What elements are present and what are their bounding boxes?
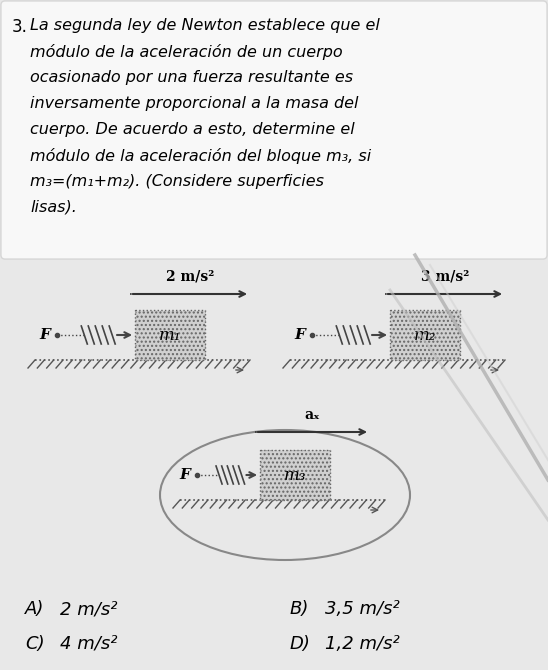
- Text: B): B): [290, 600, 310, 618]
- Text: m₃=(m₁+m₂). (Considere superficies: m₃=(m₁+m₂). (Considere superficies: [30, 174, 324, 189]
- Text: C): C): [25, 635, 44, 653]
- Text: La segunda ley de Newton establece que el: La segunda ley de Newton establece que e…: [30, 18, 380, 33]
- Text: F: F: [180, 468, 191, 482]
- Text: A): A): [25, 600, 44, 618]
- Text: 2 m/s²: 2 m/s²: [166, 270, 214, 284]
- Text: 3,5 m/s²: 3,5 m/s²: [325, 600, 399, 618]
- Text: m₃: m₃: [284, 466, 306, 484]
- Text: cuerpo. De acuerdo a esto, determine el: cuerpo. De acuerdo a esto, determine el: [30, 122, 355, 137]
- Text: 2 m/s²: 2 m/s²: [60, 600, 117, 618]
- Text: módulo de la aceleración de un cuerpo: módulo de la aceleración de un cuerpo: [30, 44, 342, 60]
- Text: m₂: m₂: [414, 326, 436, 344]
- Text: 1,2 m/s²: 1,2 m/s²: [325, 635, 399, 653]
- Bar: [390, 310, 460, 360]
- Text: D): D): [290, 635, 311, 653]
- Text: F: F: [39, 328, 50, 342]
- Text: 3.: 3.: [12, 18, 28, 36]
- Text: m₁: m₁: [159, 326, 181, 344]
- FancyBboxPatch shape: [1, 1, 547, 259]
- Text: ocasionado por una fuerza resultante es: ocasionado por una fuerza resultante es: [30, 70, 353, 85]
- Text: inversamente proporcional a la masa del: inversamente proporcional a la masa del: [30, 96, 358, 111]
- Text: aₓ: aₓ: [305, 408, 321, 422]
- Bar: [135, 310, 205, 360]
- Text: 4 m/s²: 4 m/s²: [60, 635, 117, 653]
- Text: 3 m/s²: 3 m/s²: [421, 270, 469, 284]
- Bar: [260, 450, 330, 500]
- Text: lisas).: lisas).: [30, 200, 77, 215]
- Text: módulo de la aceleración del bloque m₃, si: módulo de la aceleración del bloque m₃, …: [30, 148, 371, 164]
- Text: F: F: [295, 328, 305, 342]
